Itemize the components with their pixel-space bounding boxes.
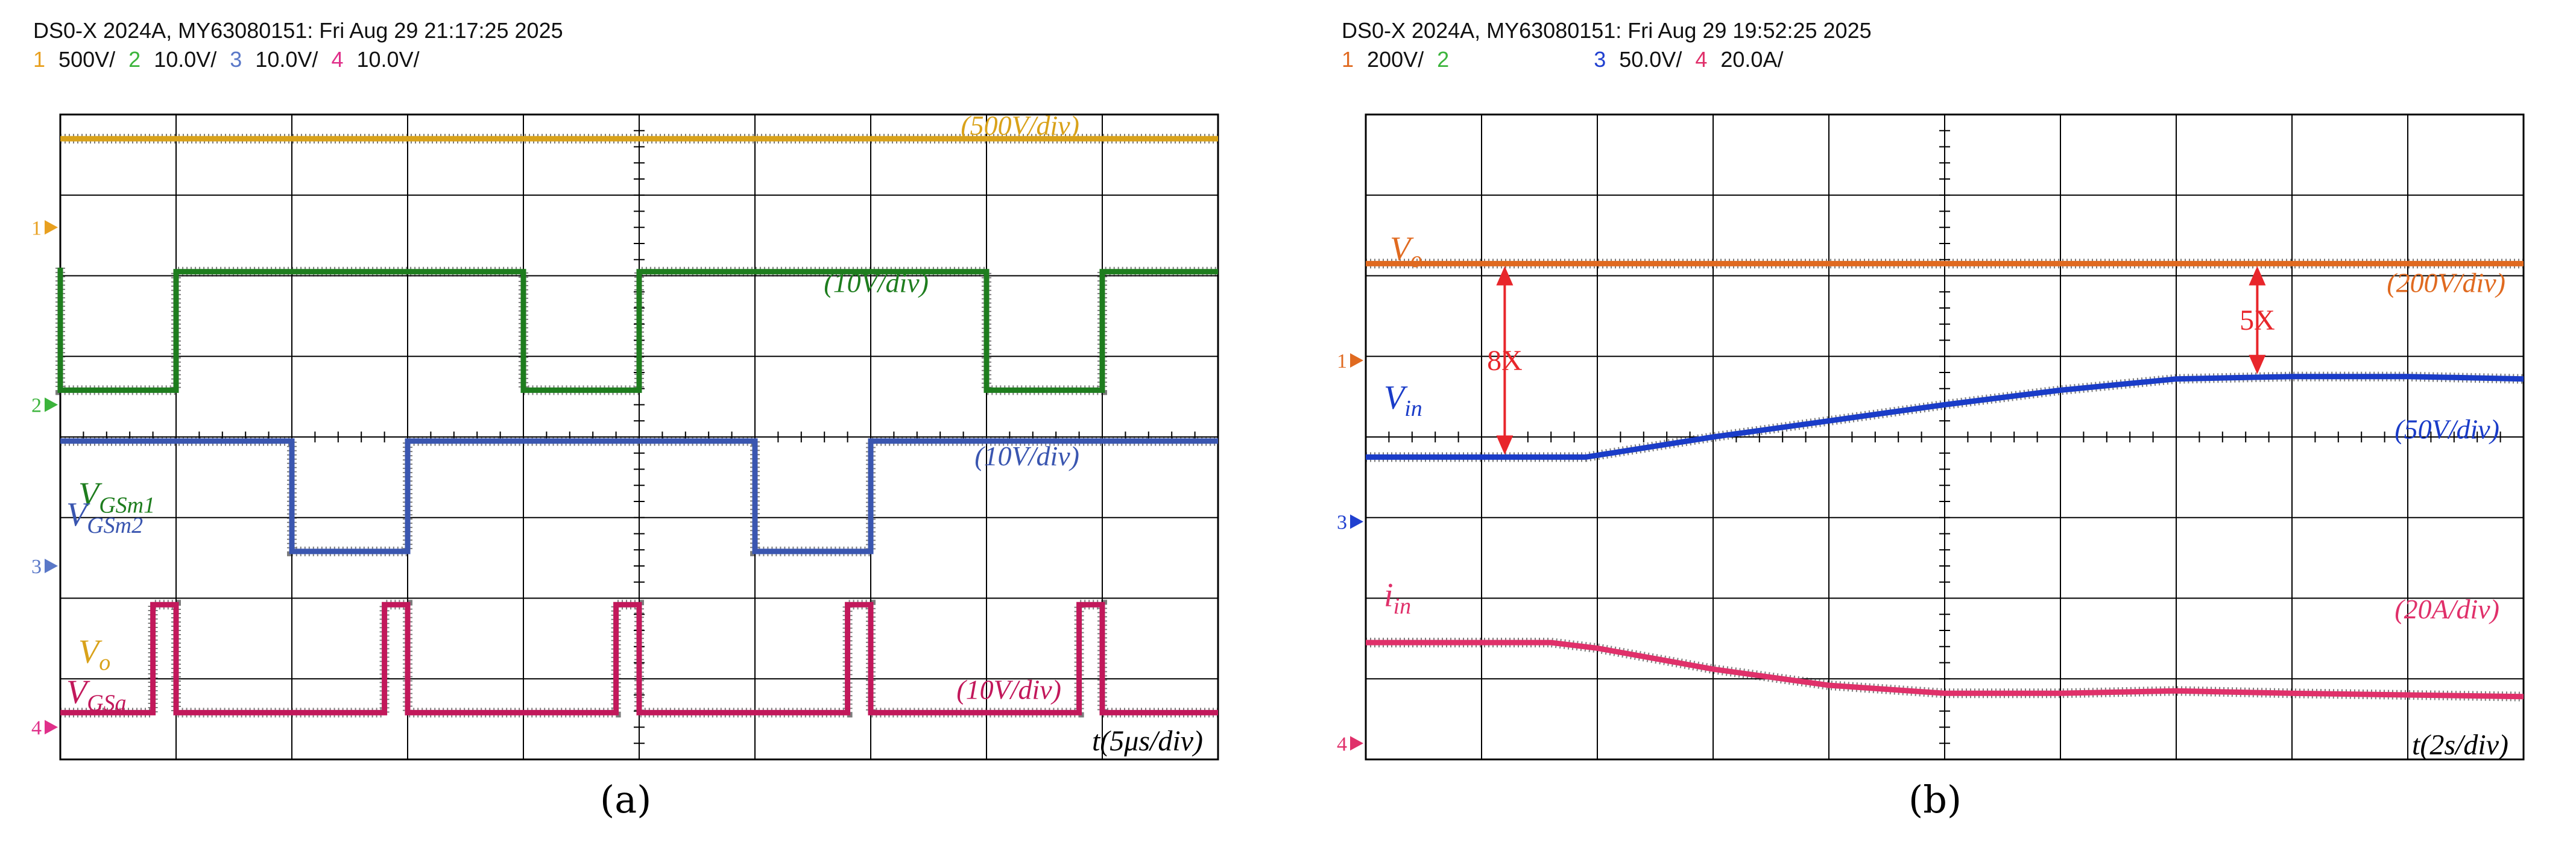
panel-a-title: DS0-X 2024A, MY63080151: Fri Aug 29 21:1… xyxy=(33,18,563,43)
series-scale-label: (10V/div) xyxy=(956,674,1061,705)
series-name-subscript: GSm1 xyxy=(99,493,155,518)
ch2-num: 2 xyxy=(1437,47,1450,72)
ground-marker-label: 3 xyxy=(31,556,42,578)
series-scale-label: (10V/div) xyxy=(824,267,929,298)
panel-b-title: DS0-X 2024A, MY63080151: Fri Aug 29 19:5… xyxy=(1342,18,1872,43)
series-name-subscript: o xyxy=(99,650,110,676)
series-scale-label: (20A/div) xyxy=(2394,594,2499,624)
ch2-num: 2 xyxy=(128,47,141,72)
ch3-scale: 10.0V/ xyxy=(255,47,318,72)
ratio-arrow-head-top xyxy=(2249,266,2266,286)
series-trace-vin xyxy=(1366,374,2524,460)
ch1-scale: 200V/ xyxy=(1367,47,1424,72)
panel-b-channel-settings: 1 200V/ 2 3 50.0V/ 4 20.0A/ xyxy=(1342,47,1872,72)
ratio-arrow-head-top xyxy=(1496,266,1514,286)
series-scale-label: (10V/div) xyxy=(974,441,1079,471)
panel-a-channel-settings: 1 500V/ 2 10.0V/ 3 10.0V/ 4 10.0V/ xyxy=(33,47,563,72)
ground-marker-arrow xyxy=(45,559,58,573)
ch3-num: 3 xyxy=(1594,47,1606,72)
ratio-annotation-label: 8X xyxy=(1487,345,1523,377)
ch3-scale: 50.0V/ xyxy=(1619,47,1682,72)
series-trace-vgsa xyxy=(60,602,1218,715)
ch4-scale: 10.0V/ xyxy=(356,47,420,72)
ch4-scale: 20.0A/ xyxy=(1720,47,1784,72)
ground-marker-arrow xyxy=(1350,736,1363,751)
series-name-subscript: in xyxy=(1394,594,1412,619)
series-trace-iin xyxy=(1366,639,2524,700)
ground-marker-arrow xyxy=(45,720,58,735)
ratio-arrow-head-bottom xyxy=(1496,435,1514,455)
series-scale-label: (50V/div) xyxy=(2394,414,2499,445)
ratio-arrow-head-bottom xyxy=(2249,354,2266,374)
ch1-scale: 500V/ xyxy=(58,47,116,72)
ch3-num: 3 xyxy=(230,47,242,72)
caption-b: (b) xyxy=(1908,778,1962,822)
ground-marker-label: 2 xyxy=(31,395,42,417)
series-scale-label: (500V/div) xyxy=(961,110,1079,140)
caption-a: (a) xyxy=(600,778,652,822)
ground-marker-arrow xyxy=(45,397,58,412)
ground-marker-arrow xyxy=(1350,353,1363,368)
ch4-num: 4 xyxy=(331,47,344,72)
time-scale-label: t(2s/div) xyxy=(2412,729,2508,761)
series-name-subscript: o xyxy=(1410,247,1422,272)
ch2-scale: 10.0V/ xyxy=(154,47,217,72)
ground-marker-label: 1 xyxy=(31,217,42,239)
panel-b-header: DS0-X 2024A, MY63080151: Fri Aug 29 19:5… xyxy=(1342,18,1872,72)
series-name-subscript: GSa xyxy=(87,690,126,715)
ground-marker-arrow xyxy=(1350,514,1363,529)
time-scale-label: t(5μs/div) xyxy=(1092,725,1203,757)
ch4-num: 4 xyxy=(1695,47,1708,72)
ch1-num: 1 xyxy=(33,47,46,72)
series-trace-vgsm2 xyxy=(60,438,1218,555)
ratio-annotation-label: 5X xyxy=(2240,304,2275,336)
series-name-subscript: GSm2 xyxy=(87,513,143,538)
ch1-num: 1 xyxy=(1342,47,1354,72)
ground-marker-label: 3 xyxy=(1337,511,1347,533)
panel-a-header: DS0-X 2024A, MY63080151: Fri Aug 29 21:1… xyxy=(33,18,563,72)
series-scale-label: (200V/div) xyxy=(2387,267,2505,298)
ground-marker-label: 4 xyxy=(1337,733,1347,755)
scope-a-plot: Vo(500V/div)VGSm1(10V/div)VGSm2(10V/div)… xyxy=(31,110,1219,761)
series-name-subscript: in xyxy=(1404,396,1422,421)
scope-b-plot: Vo(200V/div)Vin(50V/div)iin (20A/div)8X5X… xyxy=(1337,113,2525,761)
series-name-label: iin xyxy=(1384,577,1411,619)
ground-marker-label: 1 xyxy=(1337,350,1347,372)
ground-marker-arrow xyxy=(45,220,58,235)
ground-marker-label: 4 xyxy=(31,717,42,740)
series-name-label: VGSm2 xyxy=(66,496,143,538)
series-trace-vgsm1 xyxy=(57,268,1218,393)
